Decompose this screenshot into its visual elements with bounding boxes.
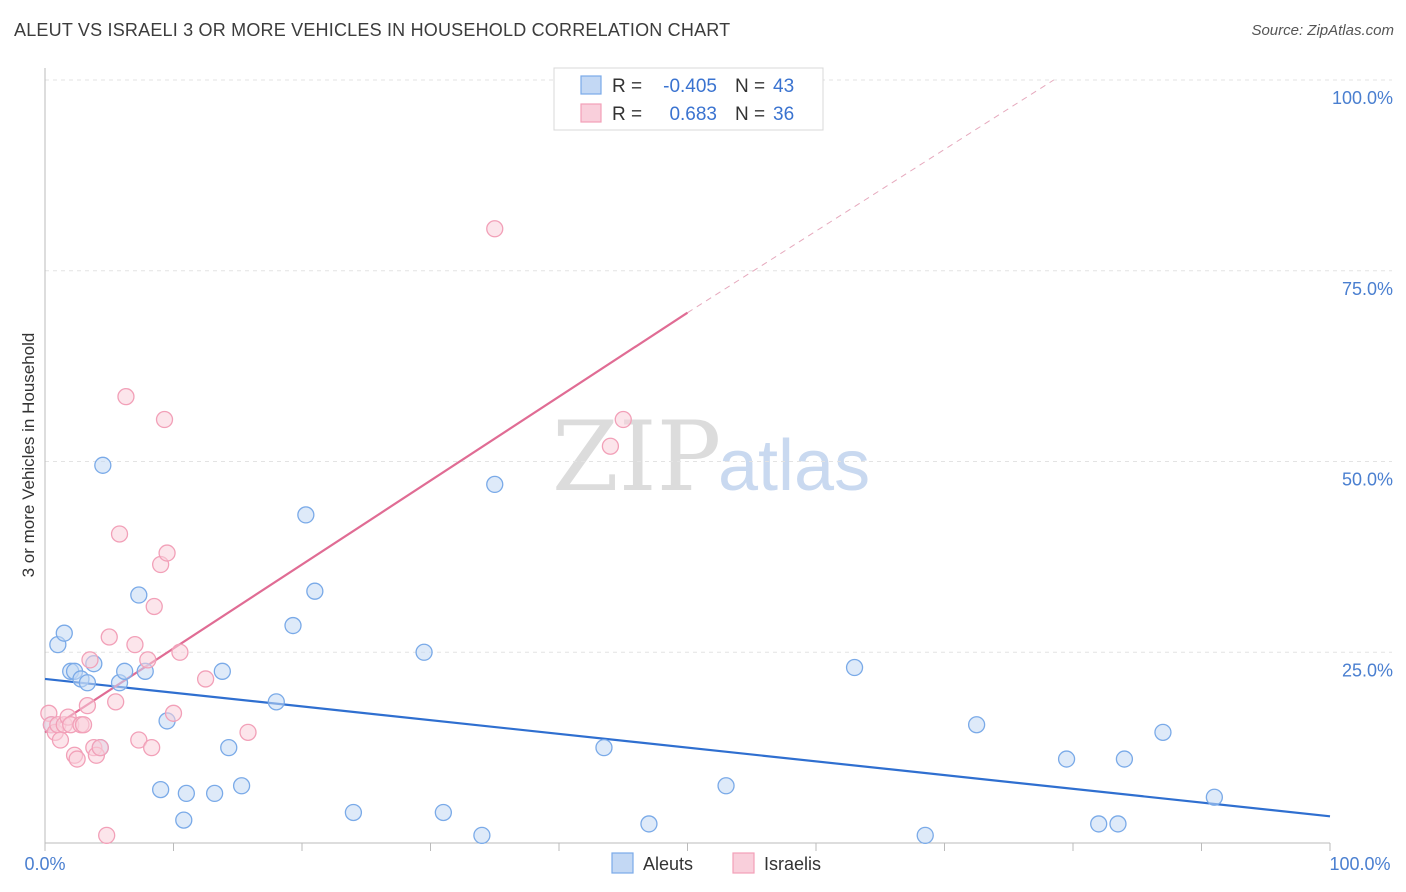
stats-r-label-aleuts: R = <box>612 76 642 97</box>
y-tick-label-100: 100.0% <box>1332 88 1393 108</box>
point-aleuts-6 <box>78 674 97 692</box>
stats-n-value-israelis: 36 <box>773 104 794 125</box>
point-israelis-32 <box>196 670 215 688</box>
point-aleuts-21 <box>232 777 251 795</box>
point-aleuts-17 <box>177 784 196 803</box>
watermark: ZIP atlas <box>552 401 870 513</box>
stats-n-label-aleuts: N = <box>735 76 765 97</box>
point-israelis-21 <box>117 387 135 406</box>
point-aleuts-9 <box>94 456 112 474</box>
point-aleuts-16 <box>175 811 193 829</box>
chart-source: Source: ZipAtlas.com <box>1251 22 1394 39</box>
point-israelis-35 <box>601 437 620 455</box>
series-legend: Aleuts Israelis <box>611 852 821 874</box>
point-aleuts-42 <box>1205 788 1223 806</box>
point-israelis-16 <box>91 738 109 757</box>
stats-r-value-israelis: 0.683 <box>669 104 717 125</box>
point-aleuts-41 <box>1154 723 1172 742</box>
point-aleuts-24 <box>297 506 315 524</box>
point-aleuts-25 <box>306 582 324 600</box>
point-israelis-11 <box>74 716 93 734</box>
point-aleuts-38 <box>1090 815 1108 833</box>
watermark-zip: ZIP <box>552 401 721 513</box>
point-aleuts-36 <box>967 716 986 734</box>
point-aleuts-20 <box>220 738 238 757</box>
point-israelis-24 <box>139 651 157 669</box>
point-aleuts-39 <box>1109 815 1127 833</box>
stats-legend-swatch-israelis <box>580 103 602 123</box>
legend-swatch-aleuts <box>611 852 634 874</box>
point-aleuts-29 <box>473 826 491 845</box>
point-israelis-23 <box>130 731 148 749</box>
x-tick-label-min: 0.0% <box>24 854 65 874</box>
point-aleuts-19 <box>213 662 231 680</box>
x-tick-labels: 0.0% 100.0% <box>24 854 1390 874</box>
point-aleuts-11 <box>116 662 134 680</box>
point-israelis-20 <box>110 525 129 543</box>
point-israelis-12 <box>78 697 97 715</box>
point-aleuts-28 <box>434 803 453 822</box>
point-israelis-33 <box>239 723 257 742</box>
legend-label-aleuts: Aleuts <box>643 854 693 874</box>
point-aleuts-12 <box>130 586 148 604</box>
point-israelis-17 <box>98 826 116 845</box>
point-israelis-34 <box>486 220 504 238</box>
data-points <box>40 220 1223 845</box>
point-aleuts-14 <box>151 780 170 799</box>
point-israelis-30 <box>164 704 183 722</box>
point-aleuts-31 <box>595 738 613 757</box>
stats-legend: R = -0.405 N = 43 R = 0.683 N = 36 <box>553 67 824 131</box>
point-aleuts-32 <box>640 815 658 833</box>
chart-title: ALEUT VS ISRAELI 3 OR MORE VEHICLES IN H… <box>14 20 731 40</box>
point-aleuts-18 <box>205 784 224 803</box>
y-tick-label-75: 75.0% <box>1342 279 1393 299</box>
x-tick-label-max: 100.0% <box>1329 854 1390 874</box>
point-aleuts-22 <box>267 693 285 711</box>
point-aleuts-37 <box>1057 750 1076 768</box>
point-israelis-9 <box>68 750 86 768</box>
point-israelis-19 <box>107 693 125 711</box>
point-aleuts-27 <box>415 643 433 661</box>
stats-n-label-israelis: N = <box>735 104 765 125</box>
point-israelis-13 <box>81 651 99 669</box>
trend-line-aleuts <box>44 677 1331 818</box>
point-israelis-25 <box>143 738 161 757</box>
y-tick-labels: 100.0% 75.0% 50.0% 25.0% <box>1332 88 1393 680</box>
stats-n-value-aleuts: 43 <box>773 76 794 97</box>
point-israelis-22 <box>126 635 144 654</box>
point-aleuts-33 <box>717 777 735 795</box>
point-aleuts-26 <box>344 803 363 822</box>
point-israelis-29 <box>158 544 176 562</box>
point-israelis-28 <box>155 410 174 429</box>
stats-legend-swatch-aleuts <box>580 75 602 95</box>
y-axis-title: 3 or more Vehicles in Household <box>19 333 38 578</box>
point-aleuts-23 <box>284 616 302 635</box>
legend-label-israelis: Israelis <box>764 854 821 874</box>
point-israelis-26 <box>145 597 163 616</box>
point-israelis-36 <box>614 410 632 429</box>
stats-r-value-aleuts: -0.405 <box>663 76 717 97</box>
point-aleuts-35 <box>916 826 934 845</box>
legend-swatch-israelis <box>732 852 755 874</box>
watermark-atlas: atlas <box>718 426 870 506</box>
stats-r-label-israelis: R = <box>612 104 642 125</box>
point-israelis-18 <box>100 628 118 646</box>
point-israelis-4 <box>51 731 70 749</box>
point-aleuts-40 <box>1115 750 1134 768</box>
point-aleuts-34 <box>845 658 864 677</box>
y-tick-label-25: 25.0% <box>1342 660 1393 680</box>
grid-lines <box>45 79 1392 653</box>
point-aleuts-2 <box>55 624 73 642</box>
y-tick-label-50: 50.0% <box>1342 470 1393 490</box>
point-aleuts-30 <box>486 475 504 494</box>
point-israelis-31 <box>171 643 189 661</box>
